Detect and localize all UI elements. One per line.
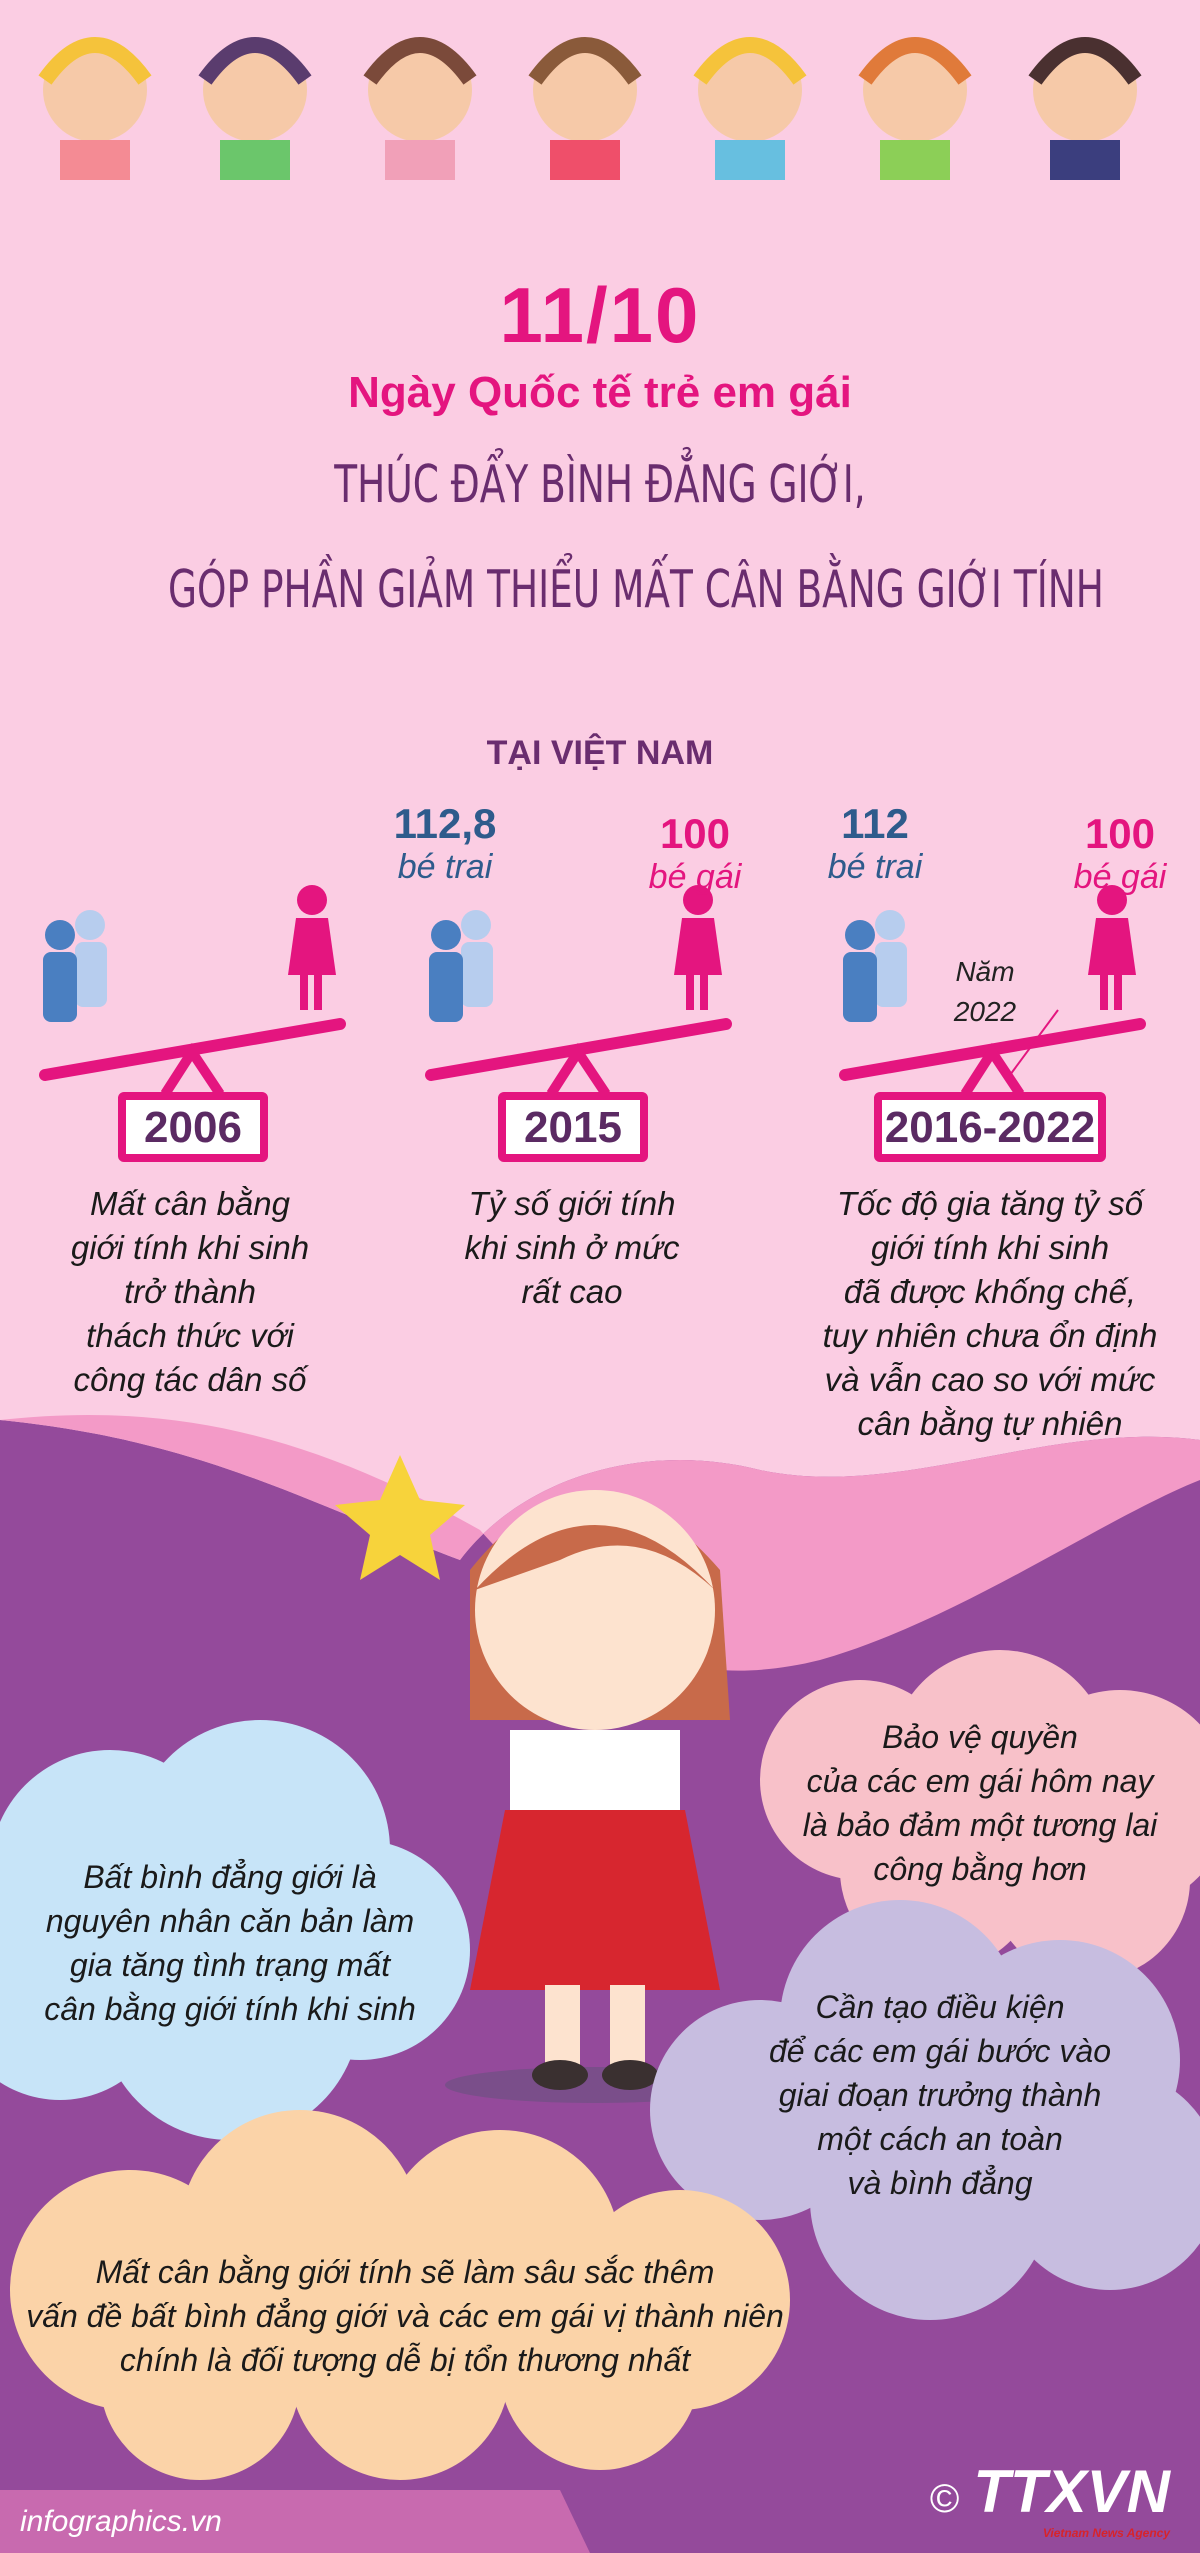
occasion-title: Ngày Quốc tế trẻ em gái <box>348 368 852 417</box>
year-2022-note: Năm 2022 <box>953 956 1017 1027</box>
cloud-orange <box>10 2110 790 2480</box>
cloud-blue <box>0 1720 470 2140</box>
girls-stat-2015: 100 bé gái <box>648 810 742 896</box>
ttxvn-logo: © TTXVN Vietnam News Agency <box>929 2458 1170 2541</box>
year-badge-2016-2022: 2016-2022 <box>874 1092 1106 1162</box>
cloud-blue-text: Bất bình đẳng giới là nguyên nhân căn bản… <box>44 1859 416 2027</box>
cloud-lavender <box>650 1900 1200 2320</box>
date-title: 11/10 <box>499 271 701 359</box>
boys-stat-2022: 112 bé trai <box>827 800 923 886</box>
headline-line1: THÚC ĐẨY BÌNH ĐẲNG GIỚI, <box>334 455 866 515</box>
description-2015: Tỷ số giới tính khi sinh ở mức rất cao <box>464 1185 680 1310</box>
section-title: TẠI VIỆT NAM <box>486 734 714 772</box>
year-badge-2015: 2015 <box>498 1092 648 1162</box>
year-badge-2006: 2006 <box>118 1092 268 1162</box>
girls-stat-2022: 100 bé gái <box>1073 810 1167 896</box>
cloud-pink-text: Bảo vệ quyền của các em gái hôm nay là bảo… <box>802 1719 1158 1887</box>
site-credit: infographics.vn <box>20 2505 222 2538</box>
headline-line2: GÓP PHẦN GIẢM THIỂU MẤT CÂN BẰNG GIỚI TÍ… <box>167 560 1104 620</box>
girl-character <box>335 1455 745 2103</box>
seesaw-icons <box>39 885 1140 1112</box>
girls-illustration-row <box>38 37 1142 180</box>
cloud-pink <box>760 1650 1200 1980</box>
cloud-lavender-text: Cần tạo điều kiện để các em gái bước vào g… <box>768 1989 1111 2201</box>
boys-stat-2015: 112,8 bé trai <box>393 800 497 886</box>
cloud-orange-text: Mất cân bằng giới tính sẽ làm sâu sắc th… <box>26 2254 784 2378</box>
description-2016-2022: Tốc độ gia tăng tỷ số giới tính khi sinh đ… <box>822 1185 1158 1442</box>
description-2006: Mất cân bằng giới tính khi sinh trở thành t… <box>70 1185 310 1398</box>
